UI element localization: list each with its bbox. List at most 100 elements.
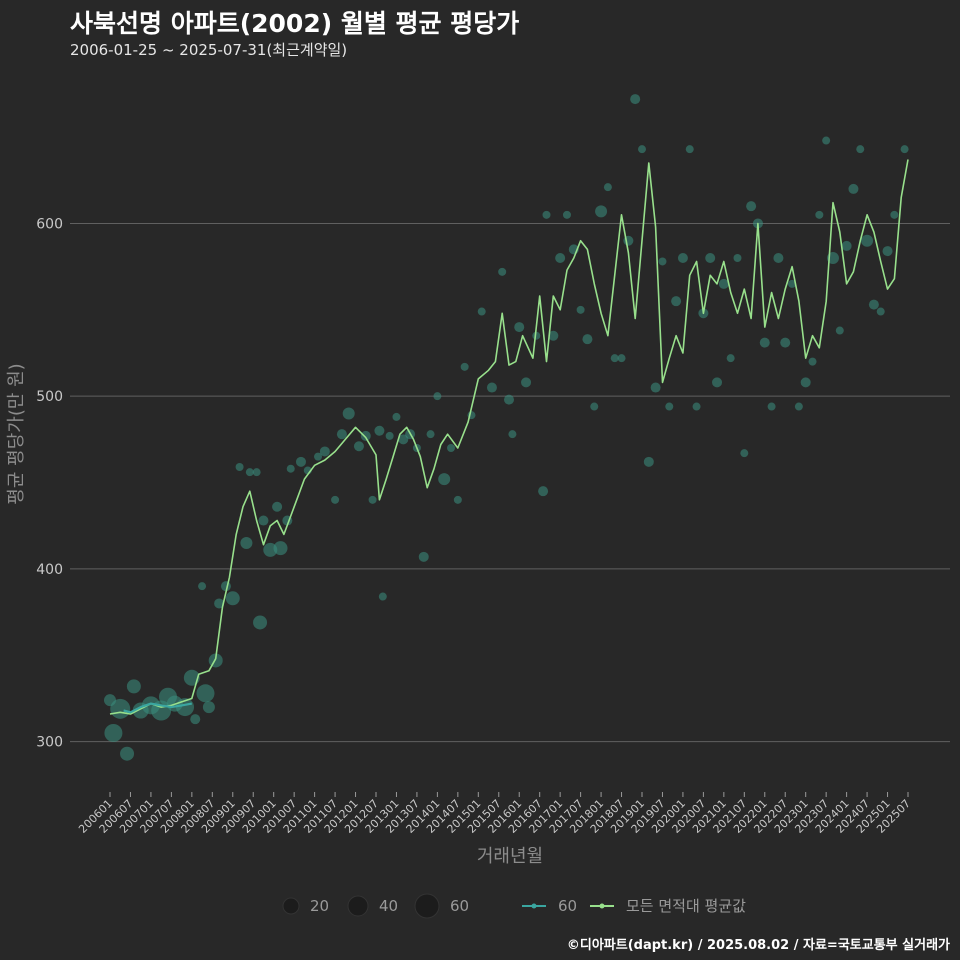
legend-line-dot <box>599 903 605 909</box>
data-point <box>582 334 593 345</box>
data-point <box>447 444 456 452</box>
data-point <box>245 468 254 477</box>
data-point <box>822 136 831 145</box>
series-line-average <box>109 159 909 715</box>
data-point <box>800 377 811 388</box>
data-point <box>120 746 135 761</box>
data-point <box>198 582 207 591</box>
data-point <box>590 402 599 411</box>
data-point <box>759 337 770 348</box>
data-point <box>374 425 385 436</box>
data-point <box>658 257 667 266</box>
data-point <box>718 278 729 289</box>
data-point <box>453 495 462 504</box>
data-point <box>240 537 253 549</box>
data-point <box>314 452 323 461</box>
legend-size-label: 60 <box>450 897 469 915</box>
data-point <box>538 486 549 497</box>
data-point <box>225 591 240 606</box>
data-point <box>794 402 803 411</box>
legend-size-label: 40 <box>379 897 398 915</box>
data-point <box>617 354 626 363</box>
data-point <box>788 279 797 288</box>
y-axis-title: 평균 평당가(만 원) <box>6 363 27 504</box>
data-point <box>542 210 551 219</box>
data-point <box>650 382 661 393</box>
data-point <box>876 307 885 316</box>
data-point <box>835 326 844 335</box>
data-point <box>360 430 371 441</box>
data-point <box>740 449 749 458</box>
data-point <box>110 698 131 719</box>
data-point <box>378 592 387 601</box>
data-point <box>726 354 735 363</box>
data-point <box>780 337 791 348</box>
data-point <box>438 473 451 486</box>
data-point <box>685 145 694 154</box>
data-point <box>705 253 716 263</box>
legend-size-marker <box>347 895 369 917</box>
data-point <box>190 714 201 725</box>
data-point <box>576 305 585 314</box>
page-subtitle: 2006-01-25 ~ 2025-07-31(최근계약일) <box>70 41 348 59</box>
data-point <box>498 267 507 276</box>
data-point <box>392 412 401 421</box>
x-axis-title: 거래년월 <box>477 846 543 867</box>
scatter-points <box>104 94 909 761</box>
data-point <box>514 322 525 333</box>
data-point <box>342 407 355 420</box>
y-tick-label: 600 <box>36 216 63 232</box>
data-point <box>460 362 469 371</box>
data-point <box>508 430 517 439</box>
data-point <box>808 357 817 366</box>
data-point <box>433 392 442 401</box>
series-lines <box>109 159 909 715</box>
data-point <box>630 94 641 105</box>
series-line-60 <box>123 702 192 714</box>
data-point <box>665 402 674 411</box>
data-point <box>202 701 215 714</box>
data-point <box>643 456 654 467</box>
data-point <box>486 382 497 393</box>
data-point <box>861 234 874 247</box>
x-tick-labels: 2006012006072007012007072008012008072009… <box>76 792 913 836</box>
data-point <box>196 684 215 703</box>
data-point <box>767 402 776 411</box>
data-point <box>746 201 757 212</box>
data-point <box>319 446 330 457</box>
data-point <box>426 430 435 439</box>
data-point <box>295 456 306 467</box>
data-point <box>253 615 268 630</box>
data-point <box>671 296 682 307</box>
data-point <box>258 515 269 526</box>
page-title: 사북선명 아파트(2002) 월별 평균 평당가 <box>70 9 520 38</box>
y-tick-labels: 300 400 500 600 <box>36 216 63 750</box>
data-point <box>733 254 742 262</box>
data-point <box>252 468 261 477</box>
data-point <box>815 210 824 219</box>
data-point <box>126 679 141 694</box>
y-tick-label: 300 <box>36 735 63 751</box>
data-point <box>595 205 608 218</box>
legend: 20 40 60 60 모든 면적대 평균값 <box>282 893 746 919</box>
data-point <box>504 394 514 405</box>
data-point <box>848 183 859 194</box>
data-point <box>521 377 532 388</box>
data-point <box>841 240 852 251</box>
y-tick-label: 500 <box>36 389 63 405</box>
data-point <box>900 145 909 154</box>
data-point <box>773 253 784 263</box>
data-point <box>548 330 559 341</box>
data-point <box>603 183 612 192</box>
data-point <box>273 541 288 556</box>
data-point <box>555 253 566 263</box>
data-point <box>882 246 893 257</box>
data-point <box>418 551 429 562</box>
legend-line-dot <box>531 903 537 909</box>
data-point <box>385 431 394 440</box>
data-point <box>856 145 865 154</box>
data-point <box>368 495 377 504</box>
y-tick-label: 400 <box>36 562 63 578</box>
data-point <box>398 434 409 445</box>
